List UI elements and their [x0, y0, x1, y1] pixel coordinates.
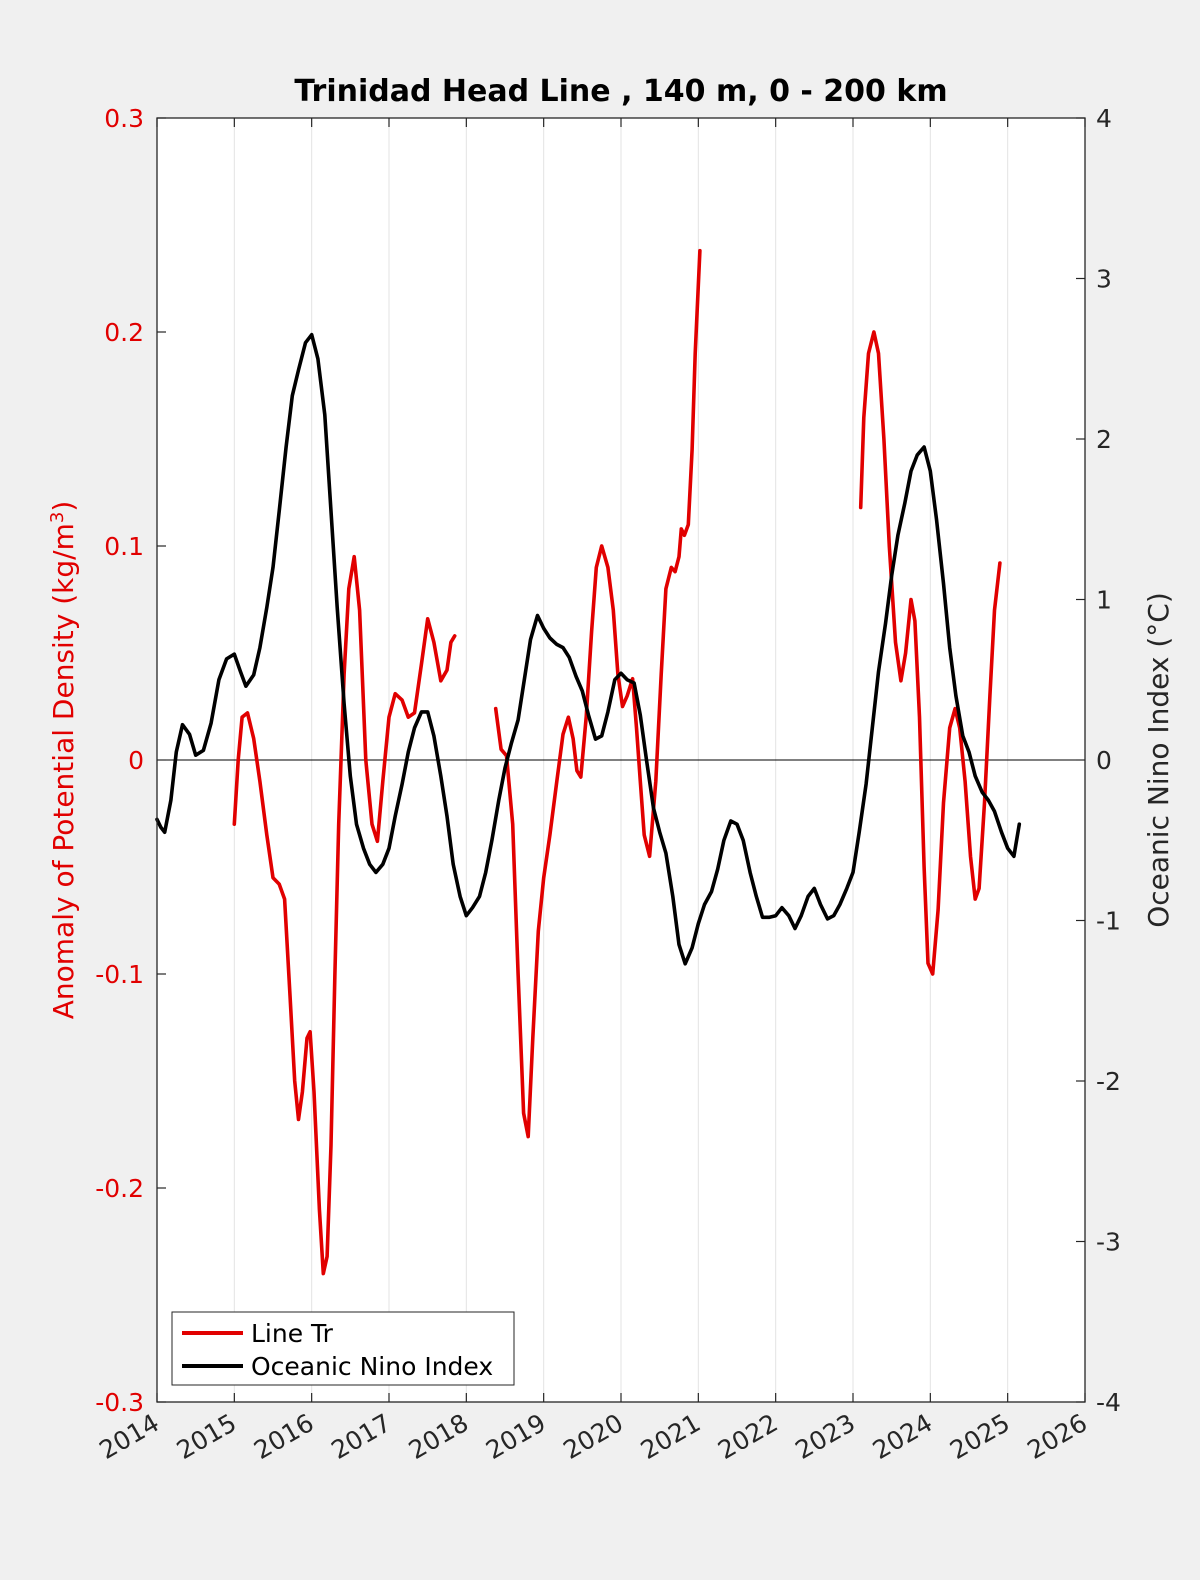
left-tick-label: 0 — [128, 746, 144, 775]
right-tick-label: 4 — [1096, 104, 1112, 133]
legend-label-oni: Oceanic Nino Index — [251, 1352, 493, 1381]
right-axis: 4 3 2 1 0 -1 -2 -3 -4 — [1076, 104, 1121, 1417]
line-tr-series — [493, 248, 702, 1139]
x-tick-label: 2019 — [481, 1408, 551, 1465]
left-axis-label: Anomaly of Potential Density (kg/m3) — [47, 501, 81, 1020]
x-tick-label: 2020 — [558, 1408, 628, 1465]
x-tick-label: 2017 — [326, 1408, 396, 1465]
left-tick-label: -0.1 — [95, 960, 144, 989]
x-tick-label: 2026 — [1022, 1408, 1092, 1465]
legend-box — [171, 1311, 515, 1386]
x-tick-label: 2016 — [249, 1408, 319, 1465]
right-tick-label: 1 — [1096, 586, 1112, 615]
x-tick-label: 2015 — [172, 1408, 242, 1465]
right-tick-label: -1 — [1096, 907, 1121, 936]
oni-series — [155, 332, 1022, 966]
x-tick-label: 2024 — [868, 1408, 938, 1465]
right-tick-label: 2 — [1096, 425, 1112, 454]
right-tick-label: 0 — [1096, 746, 1112, 775]
x-tick-label: 2023 — [790, 1408, 860, 1465]
x-tick-label: 2022 — [713, 1408, 783, 1465]
right-tick-label: 3 — [1096, 265, 1112, 294]
right-tick-label: -2 — [1096, 1067, 1121, 1096]
series-lines — [155, 248, 1022, 1276]
left-axis: 0.3 0.2 0.1 0 -0.1 -0.2 -0.3 — [95, 104, 166, 1417]
left-tick-label: -0.2 — [95, 1174, 144, 1203]
left-tick-label: 0.2 — [104, 318, 144, 347]
right-tick-label: -4 — [1096, 1388, 1121, 1417]
left-tick-label: 0.3 — [104, 104, 144, 133]
x-tick-label: 2025 — [945, 1408, 1015, 1465]
legend-label-line-tr: Line Tr — [251, 1319, 334, 1348]
line-tr-series — [858, 330, 1002, 976]
right-tick-label: -3 — [1096, 1228, 1121, 1257]
left-tick-label: -0.3 — [95, 1388, 144, 1417]
chart-title: Trinidad Head Line , 140 m, 0 - 200 km — [294, 74, 947, 109]
x-tick-label: 2021 — [636, 1408, 706, 1465]
right-axis-label: Oceanic Nino Index (°C) — [1142, 592, 1175, 928]
legend: Line Tr Oceanic Nino Index — [171, 1311, 515, 1386]
line-tr-series — [232, 554, 457, 1276]
left-tick-label: 0.1 — [104, 532, 144, 561]
x-tick-label: 2018 — [404, 1408, 474, 1465]
